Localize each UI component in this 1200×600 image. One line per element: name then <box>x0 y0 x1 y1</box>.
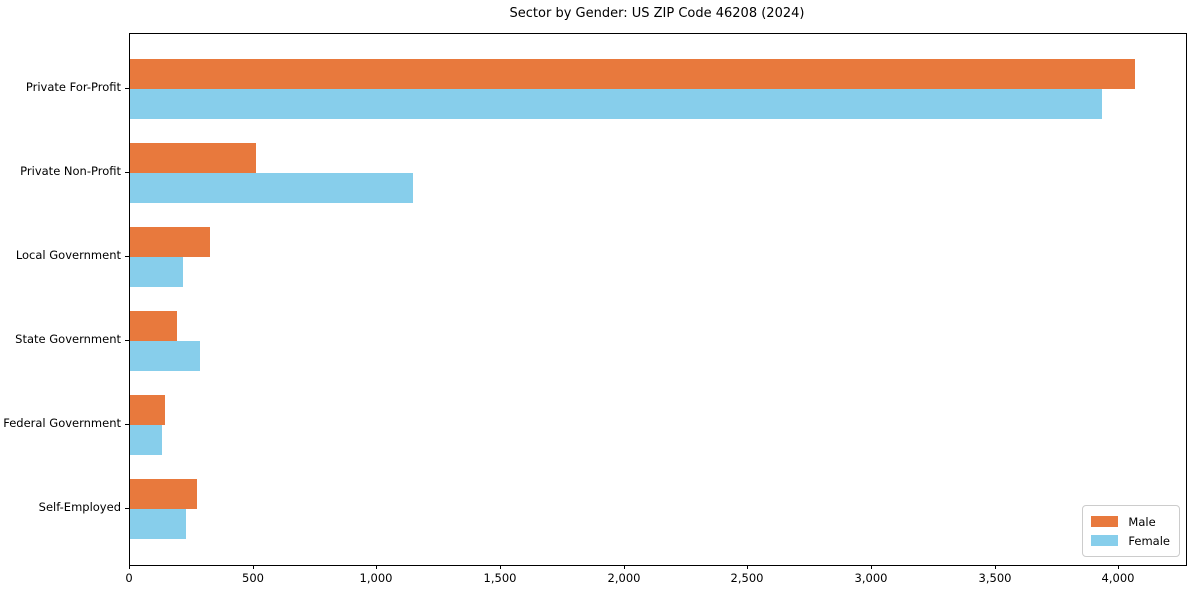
x-tick-mark <box>129 565 130 569</box>
x-tick-label: 4,000 <box>1101 571 1135 585</box>
bar-male-5 <box>130 479 197 509</box>
x-tick-label: 2,500 <box>730 571 764 585</box>
y-axis-label: Self-Employed <box>38 500 121 514</box>
male-legend-swatch <box>1091 516 1119 527</box>
x-tick-label: 3,000 <box>854 571 888 585</box>
x-tick-label: 0 <box>125 571 133 585</box>
bar-female-1 <box>130 173 413 203</box>
bar-female-4 <box>130 425 162 455</box>
bar-female-2 <box>130 257 183 287</box>
y-axis-label: Private For-Profit <box>25 80 121 94</box>
bar-male-1 <box>130 143 256 173</box>
bar-male-4 <box>130 395 165 425</box>
y-tick-mark <box>125 172 129 173</box>
y-axis-label: Local Government <box>15 248 121 262</box>
y-tick-mark <box>125 508 129 509</box>
y-tick-mark <box>125 340 129 341</box>
bar-male-2 <box>130 227 210 257</box>
plot-area: Male Female <box>129 33 1187 566</box>
x-tick-mark <box>500 565 501 569</box>
y-tick-mark <box>125 256 129 257</box>
chart-title: Sector by Gender: US ZIP Code 46208 (202… <box>509 6 805 21</box>
x-tick-mark <box>747 565 748 569</box>
legend-item-male: Male <box>1091 512 1170 531</box>
x-tick-mark <box>624 565 625 569</box>
x-tick-mark <box>871 565 872 569</box>
y-axis-label: Private Non-Profit <box>20 164 121 178</box>
legend: Male Female <box>1082 505 1180 557</box>
bar-female-0 <box>130 89 1102 119</box>
y-axis-label: Federal Government <box>3 416 121 430</box>
male-legend-label: Male <box>1128 514 1156 529</box>
legend-item-female: Female <box>1091 531 1170 550</box>
x-tick-mark <box>995 565 996 569</box>
female-legend-label: Female <box>1128 533 1170 548</box>
x-tick-label: 1,500 <box>483 571 517 585</box>
x-tick-label: 1,000 <box>359 571 393 585</box>
x-tick-label: 3,500 <box>978 571 1012 585</box>
x-tick-mark <box>376 565 377 569</box>
bar-female-3 <box>130 341 200 371</box>
bar-male-3 <box>130 311 177 341</box>
y-tick-mark <box>125 424 129 425</box>
x-tick-mark <box>1118 565 1119 569</box>
x-tick-label: 2,000 <box>607 571 641 585</box>
y-tick-mark <box>125 88 129 89</box>
x-tick-label: 500 <box>242 571 264 585</box>
bar-male-0 <box>130 59 1135 89</box>
bar-female-5 <box>130 509 186 539</box>
x-tick-mark <box>253 565 254 569</box>
y-axis-label: State Government <box>15 332 121 346</box>
female-legend-swatch <box>1091 535 1119 546</box>
